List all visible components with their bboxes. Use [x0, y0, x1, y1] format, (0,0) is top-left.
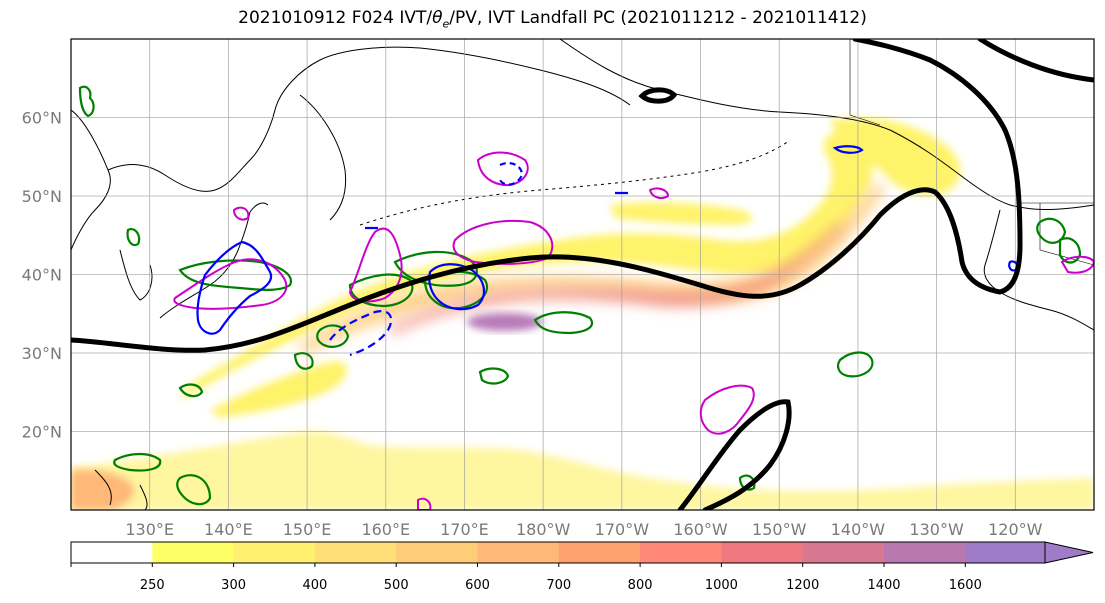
coastline-korea	[119, 249, 153, 301]
latitude-tick-label: 50°N	[22, 187, 62, 206]
colorbar-segment	[233, 542, 316, 563]
map-frame	[70, 38, 1095, 511]
blue-contour-dashed	[329, 310, 393, 357]
theta-e-contour	[533, 311, 594, 335]
colorbar-segment	[721, 542, 804, 563]
colorbar-tick-label: 250	[140, 578, 165, 593]
landfall-pc-contours	[71, 39, 1094, 510]
theta-e-contour	[316, 324, 350, 348]
ivt-band-250	[181, 131, 874, 399]
figure-title: 2021010912 F024 IVT/θe/PV, IVT Landfall …	[0, 8, 1105, 30]
title-suffix: /PV, IVT Landfall PC (2021011212 - 20210…	[449, 8, 867, 28]
theta-e-contour	[178, 383, 204, 398]
coastline-philippines	[94, 469, 148, 510]
ivt-core-1400	[467, 313, 543, 331]
colorbar-tick-label: 400	[302, 578, 327, 593]
theta-e-contour	[78, 85, 95, 118]
colorbar-tick-label: 1000	[705, 578, 738, 593]
title-prefix: 2021010912 F024 IVT/	[238, 8, 433, 28]
pv-contour	[173, 258, 288, 310]
pv-contour	[417, 497, 432, 510]
colorbar-segment	[802, 542, 885, 563]
longitude-tick-label: 170°E	[440, 520, 489, 539]
longitude-tick-label: 160°W	[673, 520, 728, 539]
blue-contour	[428, 263, 486, 311]
latitude-tick-label: 20°N	[22, 423, 62, 442]
landfall-pc-contour-closed	[638, 87, 678, 104]
pv-contour	[648, 187, 670, 199]
colorbar-segment	[640, 542, 722, 563]
ivt-shading	[71, 118, 1094, 510]
landfall-pc-contour-main	[71, 39, 1023, 353]
theta-e-contour	[126, 228, 141, 247]
longitude-tick-label: 140°W	[831, 520, 886, 539]
gridlines	[71, 39, 1094, 510]
latitude-tick-label: 40°N	[22, 266, 62, 285]
longitude-tick-label: 150°E	[283, 520, 332, 539]
colorbar-segment	[396, 542, 478, 563]
longitude-tick-label: 130°W	[909, 520, 964, 539]
pv-contour	[348, 227, 403, 303]
title-theta: θ	[432, 8, 443, 28]
coastlines	[71, 39, 1094, 510]
ivt-band-250-northwest	[610, 202, 753, 225]
colorbar-segment	[152, 542, 235, 563]
colorbar-segment	[965, 542, 1045, 563]
colorbar-segment	[884, 542, 966, 563]
theta-e-contour	[478, 367, 510, 385]
colorbar-tick-label: 1200	[786, 578, 819, 593]
longitude-tick-label: 170°W	[595, 520, 650, 539]
theta-e-contour	[1036, 217, 1067, 244]
title-theta-subscript: e	[442, 17, 450, 31]
pv-contour	[699, 384, 755, 435]
longitude-tick-labels: 130°E 140°E 150°E 160°E 170°E 180°W 170°W 160°W…	[125, 520, 1042, 539]
theta-e-contour	[837, 351, 874, 378]
colorbar-tick-label: 1400	[867, 578, 900, 593]
blue-contour	[196, 240, 273, 335]
colorbar-segment	[477, 542, 560, 563]
ivt-band-250-southwest	[210, 361, 347, 418]
landfall-pc-contour-south	[677, 399, 792, 510]
longitude-tick-label: 180°W	[516, 520, 571, 539]
pv-contour	[232, 206, 250, 221]
theta-e-contour	[176, 474, 212, 506]
colorbar-tick-label: 1600	[949, 578, 982, 593]
coastline-aleutians	[359, 139, 791, 226]
latitude-tick-labels: 20°N 30°N 40°N 50°N 60°N	[22, 109, 62, 442]
colorbar-tick-label: 500	[384, 578, 409, 593]
theta-e-contour	[178, 259, 293, 291]
theta-e-contour	[113, 452, 162, 472]
coastline-asia	[71, 39, 631, 251]
coastline-kamchatka	[299, 94, 347, 221]
theta-e-contour	[738, 474, 756, 491]
blue-contours	[196, 145, 1019, 357]
colorbar-segment	[314, 542, 397, 563]
latitude-tick-label: 60°N	[22, 109, 62, 128]
ivt-band-250-tropics	[71, 431, 1094, 510]
longitude-tick-label: 140°E	[204, 520, 253, 539]
colorbar-segment	[558, 542, 641, 563]
colorbar-tick-label: 300	[221, 578, 246, 593]
landfall-pc-contour-north	[977, 39, 1094, 83]
latitude-tick-label: 30°N	[22, 344, 62, 363]
colorbar-segment	[71, 542, 153, 563]
colorbar-tick-label: 700	[546, 578, 571, 593]
ivt-band-250-corner	[71, 469, 134, 510]
blue-contour	[365, 191, 628, 230]
colorbar-extend-arrow	[1044, 541, 1094, 564]
pv-contour	[476, 151, 529, 187]
blue-contour	[832, 145, 864, 154]
theta-e-contour	[1058, 237, 1082, 264]
ivt-band-250-northeast	[830, 118, 961, 196]
colorbar-tick-label: 600	[465, 578, 490, 593]
longitude-tick-label: 150°W	[752, 520, 807, 539]
longitude-tick-label: 120°W	[988, 520, 1043, 539]
theta-e-contour	[293, 352, 314, 370]
colorbar-tick-label: 800	[628, 578, 653, 593]
longitude-tick-label: 160°E	[361, 520, 410, 539]
colorbar-frame	[70, 541, 1045, 564]
colorbar: 250 300 400 500 600 700 800 1000 1200 1400 1600	[70, 541, 1094, 593]
longitude-tick-label: 130°E	[125, 520, 174, 539]
